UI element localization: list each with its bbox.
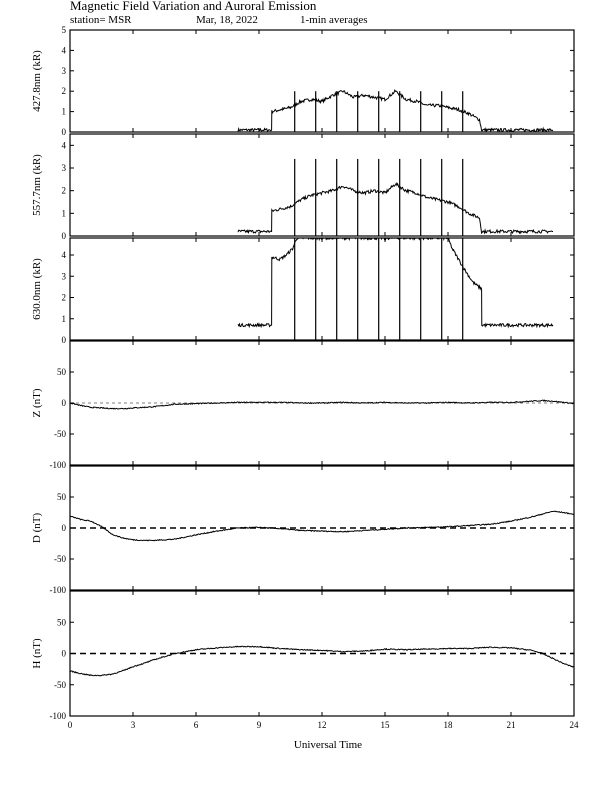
y-tick-label: 4 <box>62 250 67 260</box>
x-tick-label: 9 <box>257 720 262 730</box>
station-label: station= MSR <box>70 14 132 26</box>
y-tick-label: -50 <box>54 554 66 564</box>
figure-title: Magnetic Field Variation and Auroral Emi… <box>70 0 317 13</box>
y-axis-label: 557.7nm (kR) <box>31 154 43 216</box>
resolution-label: 1-min averages <box>300 14 368 26</box>
x-tick-label: 18 <box>444 720 454 730</box>
y-axis-label: Z (nT) <box>31 388 43 417</box>
y-tick-label: 5 <box>62 25 67 35</box>
panel-frame <box>69 29 575 133</box>
x-tick-label: 3 <box>131 720 136 730</box>
y-tick-label: 1 <box>62 208 67 218</box>
x-tick-label: 21 <box>507 720 516 730</box>
y-tick-label: 50 <box>57 492 67 502</box>
panel-stack: 0 1 2 3 4 5 427.8nm (kR) 0 1 2 3 4 557.7nm (kR) 0 1 2 3 4… <box>31 25 575 721</box>
x-tick-label: 24 <box>570 720 580 730</box>
y-tick-label: 1 <box>62 314 67 324</box>
panel-5: -100 -50 0 50 H (nT) <box>31 590 575 721</box>
y-tick-label: 0 <box>62 649 67 659</box>
panel-0: 0 1 2 3 4 5 427.8nm (kR) <box>31 25 575 137</box>
y-tick-label: 3 <box>62 66 67 76</box>
series-line <box>237 88 554 132</box>
y-tick-label: 3 <box>62 163 67 173</box>
y-tick-label: 50 <box>57 617 67 627</box>
panel-2: 0 1 2 3 4 630.0nm (kR) <box>31 237 575 345</box>
y-axis-label: 630.0nm (kR) <box>31 258 43 320</box>
series-line <box>70 510 574 542</box>
y-tick-label: -100 <box>50 585 67 595</box>
series-line <box>237 181 553 235</box>
x-tick-label: 6 <box>194 720 199 730</box>
y-tick-label: 0 <box>62 398 67 408</box>
y-tick-label: 50 <box>57 367 67 377</box>
y-tick-label: -100 <box>50 711 67 721</box>
x-tick-label: 15 <box>381 720 391 730</box>
y-tick-label: 2 <box>62 186 67 196</box>
y-axis-label: D (nT) <box>31 513 43 544</box>
y-tick-label: 4 <box>62 45 67 55</box>
panel-3: -100 -50 0 50 Z (nT) <box>31 340 575 470</box>
series-line <box>70 399 574 410</box>
y-tick-label: 0 <box>62 335 67 345</box>
y-tick-label: 4 <box>62 140 67 150</box>
y-axis-label: 427.8nm (kR) <box>31 50 43 112</box>
y-tick-label: 1 <box>62 107 67 117</box>
y-tick-label: 0 <box>62 231 67 241</box>
y-tick-label: -50 <box>54 429 66 439</box>
y-tick-label: 2 <box>62 293 67 303</box>
panel-1: 0 1 2 3 4 557.7nm (kR) <box>31 133 575 241</box>
series-line <box>237 238 554 329</box>
x-axis-label: Universal Time <box>294 739 362 751</box>
panel-frame <box>69 133 575 237</box>
y-tick-label: -100 <box>50 460 67 470</box>
x-tick-label: 12 <box>318 720 327 730</box>
x-tick-label: 0 <box>68 720 73 730</box>
y-tick-label: 0 <box>62 127 67 137</box>
y-axis-label: H (nT) <box>31 638 43 669</box>
y-tick-label: -50 <box>54 680 66 690</box>
date-label: Mar, 18, 2022 <box>196 14 258 26</box>
x-axis: 0 3 6 9 12 15 18 21 24 <box>68 720 579 730</box>
y-tick-label: 2 <box>62 86 67 96</box>
panel-4: -100 -50 0 50 D (nT) <box>31 465 575 595</box>
y-tick-label: 0 <box>62 523 67 533</box>
series-line <box>70 645 574 677</box>
y-tick-label: 3 <box>62 271 67 281</box>
